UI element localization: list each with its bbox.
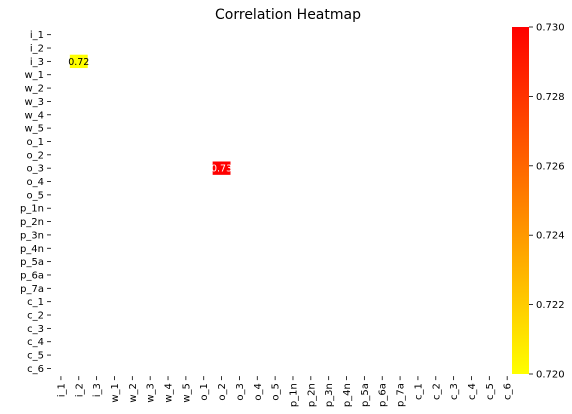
x-tick-label: p_4n — [342, 383, 353, 407]
y-tick-label: c_6 — [27, 364, 44, 375]
x-tick-label: o_2 — [217, 383, 228, 400]
heatmap-cell — [212, 161, 231, 175]
x-tick-label: c_6 — [503, 383, 514, 400]
y-tick-label: i_3 — [30, 57, 44, 68]
y-tick-label: i_1 — [30, 30, 44, 41]
x-tick-label: o_3 — [235, 383, 246, 400]
x-tick-label: w_5 — [181, 383, 192, 403]
colorbar-tick-label: 0.720 — [536, 370, 565, 381]
x-tick-label: c_1 — [413, 383, 424, 400]
x-tick-label: p_6a — [378, 383, 389, 407]
x-tick-label: i_3 — [92, 383, 103, 397]
x-tick-label: o_1 — [199, 383, 210, 400]
colorbar-tick-label: 0.724 — [536, 231, 565, 242]
cell-value-label: 0.73 — [211, 164, 232, 175]
y-tick-label: w_4 — [24, 110, 44, 121]
y-tick-label: o_4 — [27, 177, 44, 188]
heatmap-cells: 0.72 0.73 — [68, 54, 232, 175]
x-tick-label: w_3 — [146, 383, 157, 403]
y-tick-label: p_6a — [20, 270, 44, 281]
x-tick-label: p_1n — [288, 383, 299, 407]
y-tick-label: o_2 — [27, 150, 44, 161]
colorbar-tick-label: 0.728 — [536, 92, 565, 103]
x-tick-label: i_2 — [74, 383, 85, 397]
colorbar-tick-label: 0.730 — [536, 23, 565, 34]
colorbar-gradient — [512, 27, 529, 374]
colorbar-tick-label: 0.722 — [536, 300, 565, 311]
y-tick-label: c_2 — [27, 311, 44, 322]
chart-title: Correlation Heatmap — [215, 7, 361, 23]
y-tick-label: p_7a — [20, 284, 44, 295]
y-tick-label: p_5a — [20, 257, 44, 268]
y-tick-label: o_3 — [27, 164, 44, 175]
y-tick-label: i_2 — [30, 44, 44, 55]
colorbar: 0.720 0.722 0.724 0.726 0.728 0.730 — [512, 23, 565, 381]
y-tick-label: o_1 — [27, 137, 44, 148]
heatmap-cell — [69, 54, 88, 69]
x-tick-label: i_1 — [56, 383, 67, 397]
x-axis: i_1 i_2 i_3 w_1 w_2 w_3 w_4 w_5 o_1 o_2 o_3 o_4 o_5 p… — [56, 376, 514, 407]
y-tick-label: w_5 — [24, 124, 44, 135]
x-tick-label: w_1 — [110, 383, 121, 403]
x-tick-label: c_4 — [467, 383, 478, 400]
x-tick-label: p_2n — [306, 383, 317, 407]
colorbar-tick-label: 0.726 — [536, 161, 565, 172]
y-tick-label: c_3 — [27, 324, 44, 335]
y-tick-label: p_3n — [20, 230, 44, 241]
x-tick-label: p_3n — [324, 383, 335, 407]
colorbar-ticks: 0.720 0.722 0.724 0.726 0.728 0.730 — [529, 23, 565, 381]
y-axis: i_1 i_2 i_3 w_1 w_2 w_3 w_4 w_5 o_1 o_2 o_3 o_4 o_5p… — [20, 30, 51, 375]
y-tick-label: o_5 — [27, 190, 44, 201]
y-tick-label: c_4 — [27, 337, 44, 348]
x-tick-label: w_2 — [128, 383, 139, 403]
x-tick-label: p_5a — [360, 383, 371, 407]
y-tick-label: p_2n — [20, 217, 44, 228]
cell-value-label: 0.72 — [68, 57, 89, 68]
x-tick-label: o_4 — [253, 383, 264, 400]
x-tick-label: w_4 — [164, 383, 175, 403]
x-tick-label: c_3 — [449, 383, 460, 400]
y-tick-label: p_4n — [20, 244, 44, 255]
x-tick-label: c_2 — [431, 383, 442, 400]
y-tick-label: p_1n — [20, 204, 44, 215]
y-tick-label: w_2 — [24, 84, 44, 95]
x-tick-label: o_5 — [271, 383, 282, 400]
y-tick-label: c_1 — [27, 297, 44, 308]
y-tick-label: w_3 — [24, 97, 44, 108]
y-tick-label: c_5 — [27, 351, 44, 362]
x-tick-label: p_7a — [396, 383, 407, 407]
y-tick-label: w_1 — [24, 70, 44, 81]
x-tick-label: c_5 — [485, 383, 496, 400]
